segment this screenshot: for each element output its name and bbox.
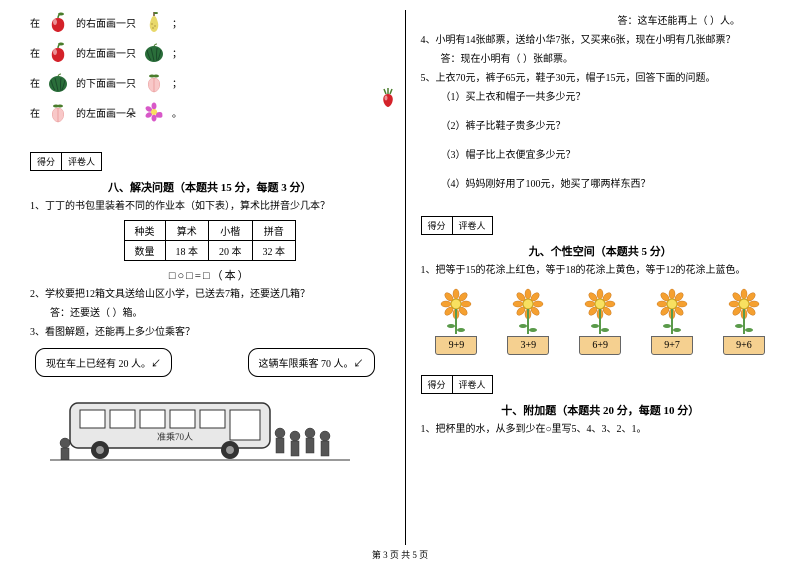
flower-icon [719, 286, 769, 336]
pot-label: 6+9 [579, 336, 621, 355]
flower-pot: 9+6 [717, 286, 772, 355]
score-box: 得分 评卷人 [30, 152, 101, 171]
peach-icon [46, 100, 70, 124]
text: ； [172, 45, 182, 60]
workbook-table: 种类 算术 小楷 拼音 数量 18 本 20 本 32 本 [124, 220, 297, 261]
watermelon-icon [46, 70, 70, 94]
score-box: 得分 评卷人 [421, 216, 492, 235]
question-9-1: 1、把等于15的花涂上红色，等于18的花涂上黄色，等于12的花涂上蓝色。 [421, 263, 781, 278]
text: 的右面画一只 [76, 15, 136, 30]
flower-icon [647, 286, 697, 336]
flower-pot: 3+9 [501, 286, 556, 355]
watermelon-icon [142, 40, 166, 64]
flower-icon [142, 100, 166, 124]
fruit-row-1: 在 的右面画一只 ； [30, 10, 390, 34]
td: 20 本 [209, 241, 253, 261]
pot-label: 9+9 [435, 336, 477, 355]
speech-right: 这辆车限乘客 70 人。↙ [248, 348, 375, 377]
grader-label: 评卷人 [452, 375, 493, 394]
bus-icon: 准乘70人 [50, 388, 350, 468]
fruit-row-2: 在 的左面画一只 ； [30, 40, 390, 64]
question-5-3: （3）帽子比上衣便宜多少元？ [421, 148, 781, 163]
score-label: 得分 [421, 375, 453, 394]
pear-icon [142, 10, 166, 34]
text: 在 [30, 45, 40, 60]
left-column: 在 的右面画一只 ； 在 的左面画一只 ； 在 [30, 10, 405, 545]
grader-label: 评卷人 [61, 152, 102, 171]
th: 算术 [165, 221, 209, 241]
td: 18 本 [165, 241, 209, 261]
apple-icon [46, 40, 70, 64]
question-5: 5、上衣70元，裤子65元，鞋子30元，帽子15元，回答下面的问题。 [421, 71, 781, 86]
pot-label: 3+9 [507, 336, 549, 355]
fruit-row-4: 在 的左面画一朵 。 [30, 100, 390, 124]
question-10-1: 1、把杯里的水，从多到少在○里写5、4、3、2、1。 [421, 422, 781, 437]
flower-icon [431, 286, 481, 336]
th: 小楷 [209, 221, 253, 241]
text: 。 [172, 105, 182, 120]
text: ； [172, 15, 182, 30]
score-label: 得分 [30, 152, 62, 171]
flower-row: 9+9 3+9 6+9 9+7 9+6 [421, 286, 781, 355]
text: 在 [30, 105, 40, 120]
text: 在 [30, 15, 40, 30]
apple-icon [46, 10, 70, 34]
question-5-2: （2）裤子比鞋子贵多少元？ [421, 119, 781, 134]
question-2: 2、学校要把12箱文具送给山区小学，已送去7箱，还要送几箱？ [30, 287, 390, 302]
radish-icon [376, 85, 400, 109]
flower-pot: 9+9 [429, 286, 484, 355]
text: 的左面画一只 [76, 45, 136, 60]
td: 32 本 [252, 241, 296, 261]
question-5-4: （4）妈妈刚好用了100元，她买了哪两样东西？ [421, 177, 781, 192]
flower-pot: 6+9 [573, 286, 628, 355]
pot-label: 9+7 [651, 336, 693, 355]
pot-label: 9+6 [723, 336, 765, 355]
th: 种类 [124, 221, 165, 241]
question-3: 3、看图解题，还能再上多少位乘客？ [30, 325, 390, 340]
text: ； [172, 75, 182, 90]
grader-label: 评卷人 [452, 216, 493, 235]
bus-illustration: 现在车上已经有 20 人。↙ 这辆车限乘客 70 人。↙ 准乘70人 [30, 348, 390, 468]
flower-pot: 9+7 [645, 286, 700, 355]
score-label: 得分 [421, 216, 453, 235]
section-8-title: 八、解决问题（本题共 15 分，每题 3 分） [30, 179, 390, 195]
page-footer: 第 3 页 共 5 页 [0, 548, 800, 561]
fruit-row-3: 在 的下面画一只 ； [30, 70, 390, 94]
question-5-1: （1）买上衣和帽子一共多少元？ [421, 90, 781, 105]
equation-blank: □○□=□（本） [30, 267, 390, 283]
question-4-answer: 答：现在小明有（ ）张邮票。 [421, 52, 781, 67]
flower-icon [503, 286, 553, 336]
question-4: 4、小明有14张邮票，送给小华7张，又买来6张，现在小明有几张邮票？ [421, 33, 781, 48]
peach-icon [142, 70, 166, 94]
td: 数量 [124, 241, 165, 261]
right-column: 答：这车还能再上（ ）人。 4、小明有14张邮票，送给小华7张，又买来6张，现在… [405, 10, 781, 545]
section-9-title: 九、个性空间（本题共 5 分） [421, 243, 781, 259]
score-box: 得分 评卷人 [421, 375, 492, 394]
question-2-answer: 答：还要送（ ）箱。 [30, 306, 390, 321]
speech-left: 现在车上已经有 20 人。↙ [35, 348, 172, 377]
text: 的下面画一只 [76, 75, 136, 90]
text: 在 [30, 75, 40, 90]
question-1: 1、丁丁的书包里装着不同的作业本（如下表），算术比拼音少几本？ [30, 199, 390, 214]
flower-icon [575, 286, 625, 336]
section-10-title: 十、附加题（本题共 20 分，每题 10 分） [421, 402, 781, 418]
q3-answer: 答：这车还能再上（ ）人。 [421, 14, 781, 29]
text: 的左面画一朵 [76, 105, 136, 120]
bus-label: 准乘70人 [157, 431, 193, 442]
th: 拼音 [252, 221, 296, 241]
